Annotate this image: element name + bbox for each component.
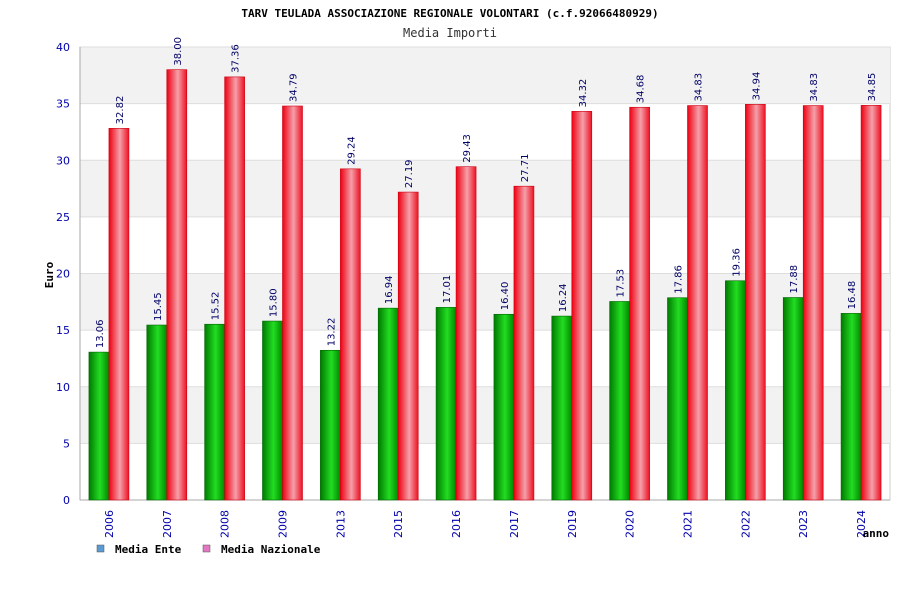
data-label: 17.01 xyxy=(442,275,453,304)
y-axis-label: Euro xyxy=(43,261,56,288)
x-tick-label: 2020 xyxy=(624,510,637,538)
y-tick-label: 15 xyxy=(56,324,70,337)
bar-media-nazionale xyxy=(802,105,824,501)
bar-media-ente xyxy=(725,280,746,501)
data-label: 37.36 xyxy=(231,44,242,73)
data-label: 16.24 xyxy=(558,283,569,312)
y-tick-label: 20 xyxy=(56,268,70,281)
y-tick-label: 40 xyxy=(56,41,70,54)
y-tick-label: 5 xyxy=(63,437,70,450)
grid-band xyxy=(80,386,890,444)
data-label: 34.68 xyxy=(636,75,647,104)
x-tick-label: 2017 xyxy=(508,510,521,538)
grid-band xyxy=(80,47,890,104)
bar-media-ente xyxy=(320,349,341,501)
bar-media-ente xyxy=(435,307,457,501)
y-tick-label: 30 xyxy=(56,154,70,167)
data-label: 27.71 xyxy=(520,154,531,183)
x-tick-label: 2023 xyxy=(797,510,810,538)
data-label: 29.43 xyxy=(462,134,473,163)
y-tick-label: 35 xyxy=(56,98,70,111)
grid-band xyxy=(80,160,890,217)
bar-media-ente xyxy=(262,320,283,501)
data-label: 34.85 xyxy=(867,73,878,102)
bar-media-ente xyxy=(377,307,399,501)
data-label: 13.22 xyxy=(326,318,337,347)
bar-media-ente xyxy=(146,324,168,501)
bar-media-nazionale xyxy=(224,76,245,501)
legend-label: Media Nazionale xyxy=(221,543,321,556)
data-label: 19.36 xyxy=(731,248,742,277)
data-label: 29.24 xyxy=(346,136,357,165)
data-label: 16.40 xyxy=(500,282,511,311)
y-tick-label: 25 xyxy=(56,211,70,224)
data-label: 34.83 xyxy=(694,73,705,102)
y-tick-label: 10 xyxy=(56,381,70,394)
bar-media-nazionale xyxy=(571,111,593,501)
x-tick-label: 2016 xyxy=(450,510,463,538)
bar-media-nazionale xyxy=(860,105,882,501)
data-label: 17.53 xyxy=(616,269,627,298)
value-labels: 13.06 32.82 15.45 38.00 15.52 37.36 15.80 34.79… xyxy=(95,37,878,348)
x-tick-label: 2013 xyxy=(334,510,347,538)
data-label: 15.45 xyxy=(153,292,164,321)
legend-swatch xyxy=(202,544,211,553)
y-axis-ticks: 0 5 10 15 20 25 30 35 40 xyxy=(56,41,70,507)
bar-media-nazionale xyxy=(513,185,535,501)
bar-media-nazionale xyxy=(397,191,419,501)
legend-swatch xyxy=(96,544,105,553)
x-tick-label: 2024 xyxy=(855,510,868,538)
bar-media-ente xyxy=(840,313,862,501)
x-axis-label: anno xyxy=(863,527,890,540)
data-label: 16.94 xyxy=(384,276,395,305)
bar-media-nazionale xyxy=(745,104,766,501)
bar-media-ente xyxy=(204,323,225,501)
bar-media-ente xyxy=(493,313,515,501)
x-tick-label: 2006 xyxy=(103,510,116,538)
bar-media-ente xyxy=(667,297,688,501)
x-tick-label: 2008 xyxy=(219,510,232,538)
x-tick-label: 2019 xyxy=(566,510,579,538)
bar-media-nazionale xyxy=(108,128,130,501)
bar-media-nazionale xyxy=(166,69,188,501)
x-tick-label: 2009 xyxy=(277,510,290,538)
bars xyxy=(88,69,882,501)
data-label: 13.06 xyxy=(95,319,106,348)
data-label: 34.79 xyxy=(289,73,300,102)
y-tick-label: 0 xyxy=(63,494,70,507)
bar-media-nazionale xyxy=(687,105,708,501)
data-label: 15.80 xyxy=(269,288,280,317)
bar-media-nazionale xyxy=(455,166,477,501)
x-axis-ticks: 2006 2007 2008 2009 2013 2015 2016 2017 2019 2020… xyxy=(103,510,868,538)
data-label: 16.48 xyxy=(847,281,858,310)
bar-media-nazionale xyxy=(340,168,361,501)
data-label: 17.86 xyxy=(674,265,685,294)
bar-media-ente xyxy=(782,297,804,501)
x-tick-label: 2007 xyxy=(161,510,174,538)
data-label: 27.19 xyxy=(404,159,415,188)
data-label: 15.52 xyxy=(211,292,222,321)
data-label: 17.88 xyxy=(789,265,800,294)
data-label: 34.83 xyxy=(809,73,820,102)
legend-label: Media Ente xyxy=(115,543,182,556)
data-label: 32.82 xyxy=(115,96,126,125)
bar-media-ente xyxy=(551,315,573,501)
data-label: 34.94 xyxy=(751,72,762,101)
bar-media-nazionale xyxy=(282,105,303,501)
bar-media-ente xyxy=(88,351,110,501)
x-tick-label: 2022 xyxy=(739,510,752,538)
x-tick-label: 2021 xyxy=(682,510,695,538)
chart-subtitle: Media Importi xyxy=(403,26,497,40)
bar-media-ente xyxy=(609,301,630,501)
data-label: 38.00 xyxy=(173,37,184,66)
data-label: 34.32 xyxy=(578,79,589,108)
legend: Media Ente Media Nazionale xyxy=(96,543,321,556)
grid-bands xyxy=(79,46,891,501)
grid-band xyxy=(80,273,890,331)
bar-media-nazionale xyxy=(629,106,650,501)
x-tick-label: 2015 xyxy=(392,510,405,538)
chart-title: TARV TEULADA ASSOCIAZIONE REGIONALE VOLO… xyxy=(241,7,658,20)
